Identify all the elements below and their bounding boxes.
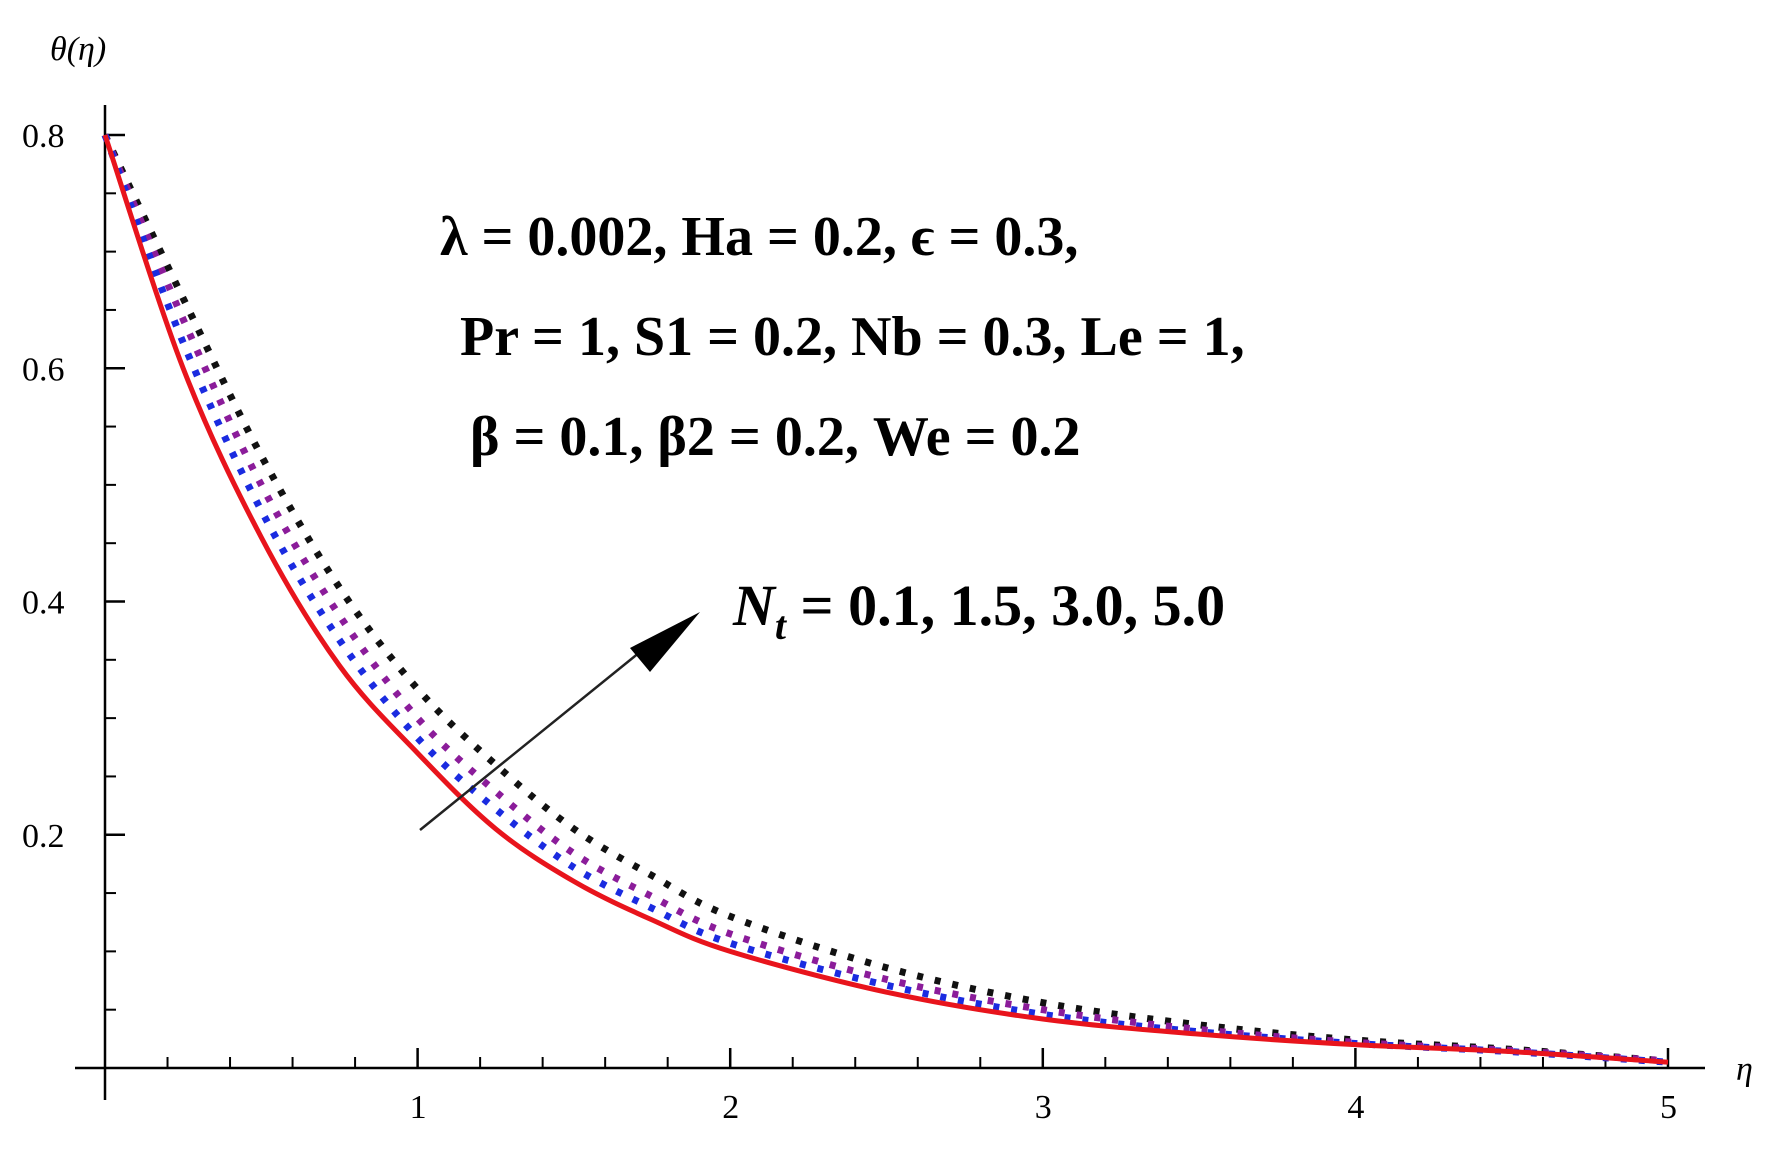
series-line-1 [102,134,1669,1065]
nt-values: = 0.1, 1.5, 3.0, 5.0 [786,573,1225,638]
axes-group: 1 2 3 4 5 0.2 0.4 0.6 0.8 [22,105,1705,1126]
x-tick-label: 5 [1660,1089,1677,1126]
x-tick-label: 1 [410,1089,427,1126]
series-line-4 [101,133,1669,1065]
nt-symbol: N [732,573,777,638]
x-axis-label: η [1736,1051,1753,1088]
nt-annotation: Nt = 0.1, 1.5, 3.0, 5.0 [732,573,1225,648]
x-tick-label: 2 [722,1089,739,1126]
y-ticks: 0.2 0.4 0.6 0.8 [22,118,125,1011]
x-tick-label: 4 [1347,1089,1364,1126]
nt-subscript: t [775,603,788,648]
y-tick-label: 0.6 [22,351,65,388]
x-tick-label: 3 [1035,1089,1052,1126]
x-ticks: 1 2 3 4 5 [166,1048,1677,1126]
params-line-3: β = 0.1, β2 = 0.2, We = 0.2 [470,406,1081,468]
trend-arrow-head [630,612,700,672]
trend-arrow [419,651,641,831]
params-line-1: λ = 0.002, Ha = 0.2, ϵ = 0.3, [440,206,1078,268]
y-tick-label: 0.2 [22,818,65,855]
y-tick-label: 0.4 [22,585,65,622]
y-axis-label: θ(η) [50,31,106,68]
params-line-2: Pr = 1, S1 = 0.2, Nb = 0.3, Le = 1, [460,306,1245,368]
y-tick-label: 0.8 [22,118,65,155]
series-group [101,133,1669,1066]
series-line-3 [101,133,1669,1065]
